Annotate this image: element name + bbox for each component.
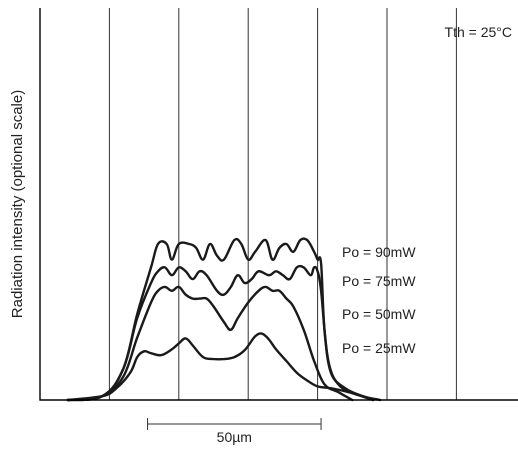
series-labels: Po = 90mW Po = 75mW Po = 50mW Po = 25mW <box>342 244 416 356</box>
y-axis-label: Radiation intensity (optional scale) <box>9 90 26 318</box>
series-line-4 <box>66 332 375 402</box>
plot-frame <box>39 8 518 401</box>
series-line-3 <box>66 285 354 402</box>
temperature-annotation: Tth = 25°C <box>445 24 512 40</box>
series-label-3: Po = 50mW <box>342 306 416 322</box>
series-line-1 <box>66 237 382 402</box>
series-label-4: Po = 25mW <box>342 340 416 356</box>
scale-bar-line <box>147 418 322 430</box>
plot-area <box>66 237 382 402</box>
gridlines <box>108 8 457 400</box>
series-label-1: Po = 90mW <box>342 244 416 260</box>
series-line-2 <box>66 264 375 402</box>
scale-bar-label: 50µm <box>217 429 252 445</box>
scale-bar: 50µm <box>147 418 322 445</box>
series-label-2: Po = 75mW <box>342 273 416 289</box>
